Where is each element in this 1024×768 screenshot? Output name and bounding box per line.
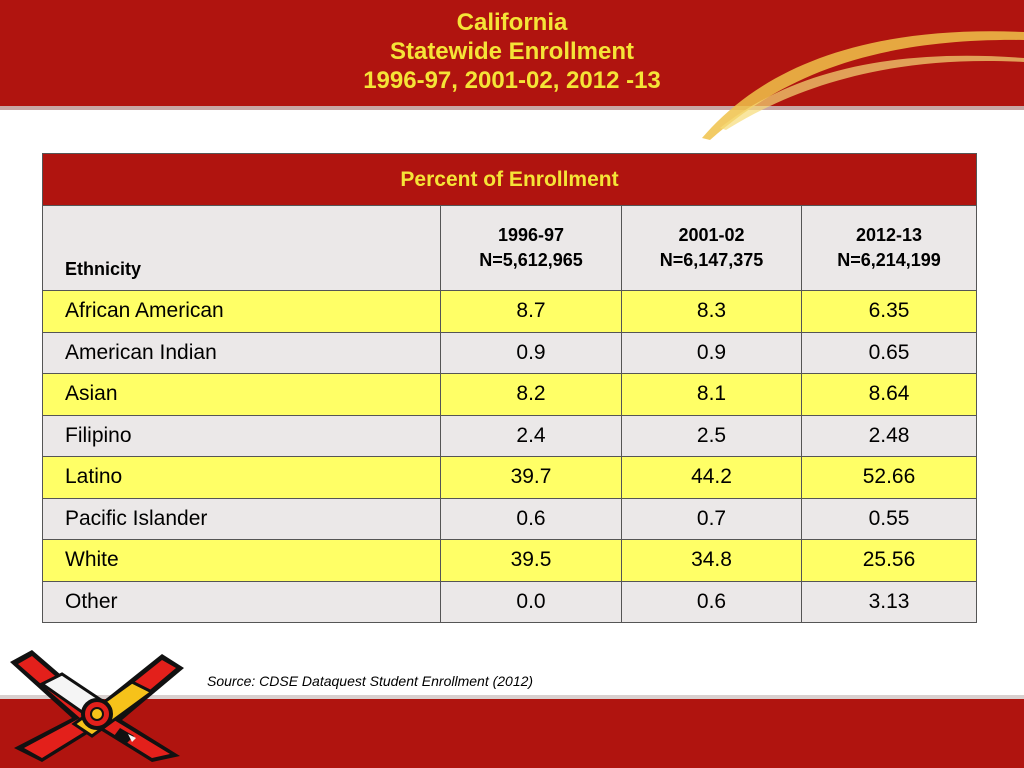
ethnicity-cell: African American [42,290,441,333]
value-cell: 8.7 [440,290,622,333]
column-header-2001: 2001-02 N=6,147,375 [621,205,802,291]
page-title: California Statewide Enrollment 1996-97,… [0,8,1024,95]
value-cell: 0.7 [621,497,802,540]
table-caption: Percent of Enrollment [41,153,978,206]
value-cell: 0.9 [621,331,802,374]
value-cell: 0.6 [440,497,622,540]
footer-divider [0,695,1024,699]
value-cell: 8.3 [621,290,802,333]
header-divider [0,106,1024,110]
table-row: Asian 8.2 8.1 8.64 [42,373,978,416]
value-cell: 0.65 [800,331,978,374]
value-cell: 6.35 [800,290,978,333]
value-cell: 0.9 [440,331,622,374]
column-header-ethnicity: Ethnicity [42,205,441,291]
value-cell: 3.13 [800,580,978,623]
source-note: Source: CDSE Dataquest Student Enrollmen… [207,673,534,689]
table-header-row: Ethnicity 1996-97 N=5,612,965 2001-02 N=… [42,205,978,291]
interlaced-knot-logo-icon [10,650,184,762]
column-year: 2012-13 [855,225,923,245]
ethnicity-cell: Pacific Islander [42,497,441,540]
column-year: 1996-97 [497,225,565,245]
ethnicity-cell: Other [42,580,441,623]
column-count: N=6,214,199 [837,250,941,270]
ethnicity-cell: American Indian [42,331,441,374]
ethnicity-cell: White [42,539,441,582]
column-count: N=6,147,375 [659,250,764,270]
title-line-1: California [456,9,568,36]
column-header-2012: 2012-13 N=6,214,199 [800,205,978,291]
value-cell: 8.64 [800,373,978,416]
value-cell: 8.1 [621,373,802,416]
table-row: Latino 39.7 44.2 52.66 [42,456,978,499]
enrollment-table-container: Percent of Enrollment Ethnicity 1996-97 … [41,153,978,623]
value-cell: 25.56 [800,539,978,582]
value-cell: 2.5 [621,414,802,457]
header-swoosh-icon [702,31,1024,140]
column-header-1996: 1996-97 N=5,612,965 [440,205,622,291]
table-row: Pacific Islander 0.6 0.7 0.55 [42,497,978,540]
value-cell: 52.66 [800,456,978,499]
table-caption-row: Percent of Enrollment [41,153,978,206]
ethnicity-cell: Latino [42,456,441,499]
value-cell: 0.0 [440,580,622,623]
value-cell: 44.2 [621,456,802,499]
column-year: 2001-02 [678,225,745,245]
title-line-2: Statewide Enrollment [389,38,635,65]
ethnicity-cell: Asian [42,373,441,416]
value-cell: 39.7 [440,456,622,499]
value-cell: 0.55 [800,497,978,540]
table-row: American Indian 0.9 0.9 0.65 [42,331,978,374]
value-cell: 2.4 [440,414,622,457]
value-cell: 34.8 [621,539,802,582]
table-row: African American 8.7 8.3 6.35 [42,290,978,333]
value-cell: 0.6 [621,580,802,623]
table-row: White 39.5 34.8 25.56 [42,539,978,582]
value-cell: 8.2 [440,373,622,416]
value-cell: 2.48 [800,414,978,457]
column-count: N=5,612,965 [479,250,583,270]
enrollment-table: Percent of Enrollment Ethnicity 1996-97 … [41,153,978,623]
table-row: Other 0.0 0.6 3.13 [42,580,978,623]
table-row: Filipino 2.4 2.5 2.48 [42,414,978,457]
value-cell: 39.5 [440,539,622,582]
title-line-3: 1996-97, 2001-02, 2012 -13 [363,67,661,94]
ethnicity-cell: Filipino [42,414,441,457]
